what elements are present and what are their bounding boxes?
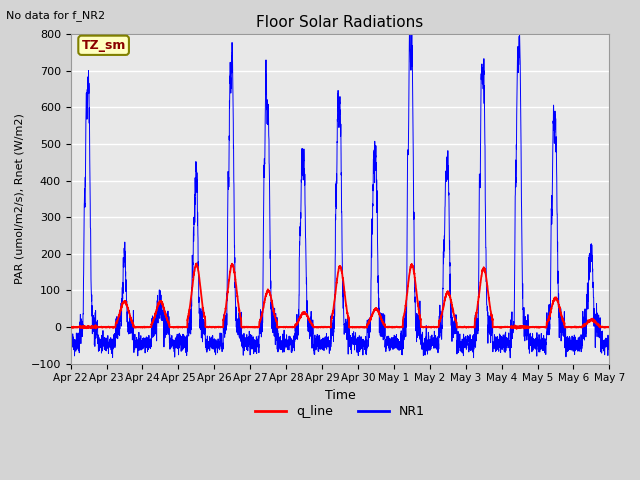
NR1	[506, 355, 514, 360]
NR1	[605, 344, 612, 349]
q_line	[461, 324, 468, 330]
q_line	[513, 326, 520, 332]
NR1	[461, 344, 468, 349]
X-axis label: Time: Time	[324, 389, 355, 402]
Line: q_line: q_line	[70, 264, 609, 329]
q_line	[431, 324, 438, 330]
NR1	[406, 31, 413, 37]
q_line	[605, 324, 612, 330]
q_line	[605, 324, 613, 330]
Y-axis label: PAR (umol/m2/s), Rnet (W/m2): PAR (umol/m2/s), Rnet (W/m2)	[15, 113, 25, 284]
q_line	[164, 317, 172, 323]
Text: TZ_sm: TZ_sm	[81, 39, 126, 52]
Legend: q_line, NR1: q_line, NR1	[250, 400, 430, 423]
NR1	[605, 335, 613, 341]
q_line	[67, 324, 74, 330]
NR1	[67, 346, 74, 351]
NR1	[320, 341, 328, 347]
Text: No data for f_NR2: No data for f_NR2	[6, 10, 106, 21]
q_line	[492, 324, 499, 330]
NR1	[492, 338, 499, 344]
NR1	[431, 338, 438, 344]
q_line	[193, 261, 200, 266]
NR1	[164, 325, 172, 331]
Line: NR1: NR1	[70, 34, 609, 358]
Title: Floor Solar Radiations: Floor Solar Radiations	[257, 15, 424, 30]
q_line	[320, 324, 328, 330]
